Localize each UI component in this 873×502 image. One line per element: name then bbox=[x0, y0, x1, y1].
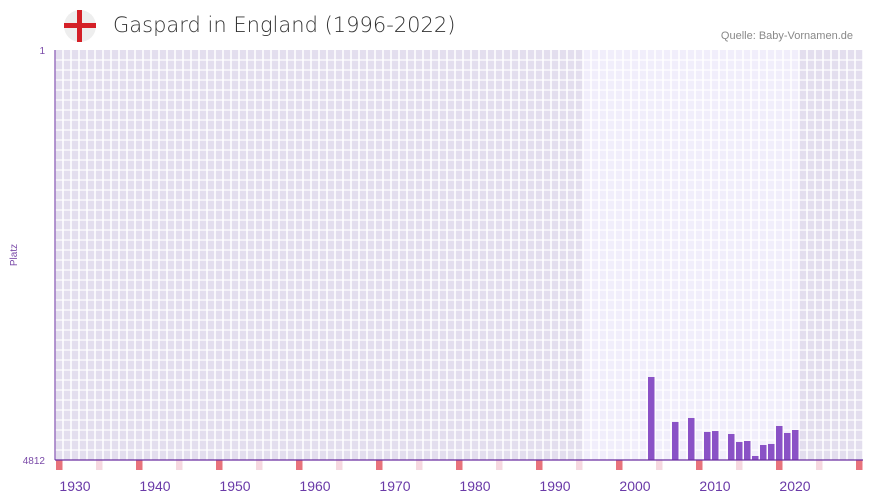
bar-2018 bbox=[776, 425, 783, 460]
half-decade-marker bbox=[576, 460, 583, 470]
bar-2007 bbox=[688, 417, 695, 460]
x-tick-label: 2010 bbox=[699, 478, 730, 494]
decade-marker bbox=[536, 460, 543, 470]
decade-marker bbox=[776, 460, 783, 470]
bar-2005 bbox=[672, 421, 679, 460]
x-tick-label: 1940 bbox=[139, 478, 170, 494]
x-tick-label: 1980 bbox=[459, 478, 490, 494]
bar-2009 bbox=[704, 431, 711, 460]
bar-2020 bbox=[792, 430, 799, 460]
bar-2019 bbox=[784, 432, 791, 460]
x-tick-label: 2000 bbox=[619, 478, 650, 494]
x-tick-label: 1960 bbox=[299, 478, 330, 494]
bar-2015 bbox=[752, 455, 759, 460]
half-decade-marker bbox=[336, 460, 343, 470]
decade-marker bbox=[616, 460, 623, 470]
chart-title: Gaspard in England (1996-2022) bbox=[113, 13, 456, 37]
x-tick-label: 1990 bbox=[539, 478, 570, 494]
bar-2013 bbox=[736, 442, 743, 460]
half-decade-marker bbox=[816, 460, 823, 470]
x-tick-label: 1950 bbox=[219, 478, 250, 494]
data-range-highlight bbox=[583, 50, 799, 460]
y-tick-label: 1 bbox=[39, 46, 45, 57]
half-decade-marker bbox=[176, 460, 183, 470]
y-tick-label: 4812 bbox=[23, 456, 46, 467]
bar-2012 bbox=[728, 434, 735, 460]
bar-2010 bbox=[712, 431, 719, 460]
bar-2002 bbox=[648, 376, 655, 460]
decade-marker bbox=[696, 460, 703, 470]
england-flag-icon bbox=[64, 10, 96, 42]
bar-2014 bbox=[744, 440, 751, 460]
x-tick-label: 2020 bbox=[779, 478, 810, 494]
source-link[interactable]: Quelle: Baby-Vornamen.de bbox=[720, 30, 853, 42]
decade-marker bbox=[216, 460, 223, 470]
decade-marker bbox=[56, 460, 63, 470]
x-tick-label: 1930 bbox=[59, 478, 90, 494]
half-decade-marker bbox=[96, 460, 103, 470]
decade-marker bbox=[376, 460, 383, 470]
decade-marker bbox=[856, 460, 863, 470]
y-axis-label: Platz bbox=[9, 244, 20, 266]
bar-2017 bbox=[768, 443, 775, 460]
half-decade-marker bbox=[416, 460, 423, 470]
x-tick-label: 1970 bbox=[379, 478, 410, 494]
half-decade-marker bbox=[736, 460, 743, 470]
bar-2016 bbox=[760, 445, 767, 460]
decade-marker bbox=[296, 460, 303, 470]
half-decade-marker bbox=[256, 460, 263, 470]
decade-marker bbox=[456, 460, 463, 470]
half-decade-marker bbox=[656, 460, 663, 470]
half-decade-marker bbox=[496, 460, 503, 470]
decade-marker bbox=[136, 460, 143, 470]
